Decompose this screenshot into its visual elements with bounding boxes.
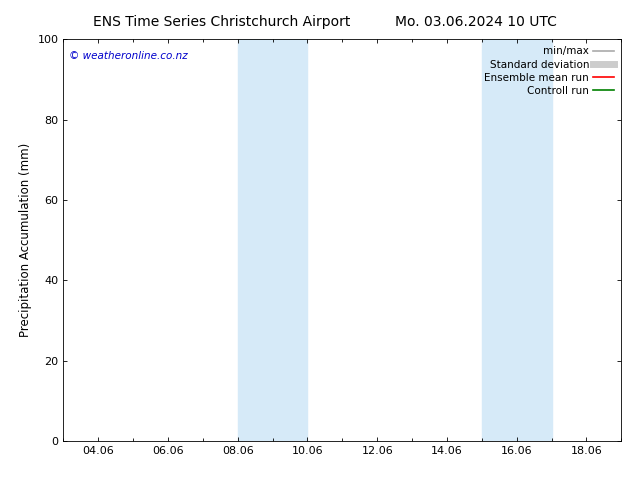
Y-axis label: Precipitation Accumulation (mm): Precipitation Accumulation (mm) [19,143,32,337]
Text: ENS Time Series Christchurch Airport: ENS Time Series Christchurch Airport [93,15,351,29]
Text: Mo. 03.06.2024 10 UTC: Mo. 03.06.2024 10 UTC [394,15,557,29]
Legend: min/max, Standard deviation, Ensemble mean run, Controll run: min/max, Standard deviation, Ensemble me… [482,45,616,98]
Text: © weatheronline.co.nz: © weatheronline.co.nz [69,51,188,61]
Bar [482,39,552,441]
Bar [238,39,307,441]
